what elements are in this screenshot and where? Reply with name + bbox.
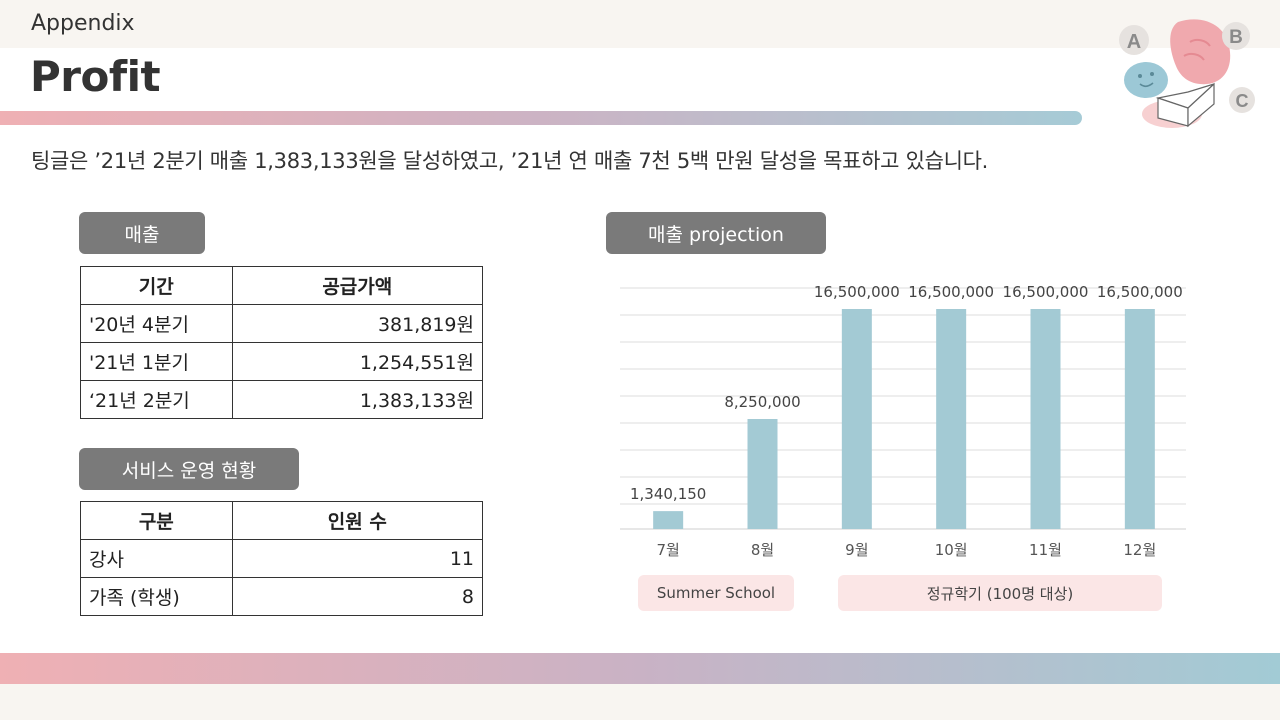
bar-2 <box>747 419 778 529</box>
summary-text: 팅글은 ’21년 2분기 매출 1,383,133원을 달성하였고, ’21년 … <box>31 149 989 173</box>
table-header-row: 구분 인원 수 <box>80 501 484 540</box>
bar-4 <box>936 309 967 529</box>
logo-letter-b: B <box>1229 27 1243 48</box>
page-title: Profit <box>30 52 161 101</box>
value-label-6: 16,500,000 <box>1097 283 1183 301</box>
footer-band <box>0 684 1280 720</box>
value-label-2: 8,250,000 <box>724 393 800 411</box>
bar-3 <box>841 309 872 529</box>
x-tick-label-3: 9월 <box>845 541 868 559</box>
amount-cell: 381,819원 <box>231 304 484 343</box>
bar-1 <box>653 511 684 529</box>
bar-5 <box>1030 309 1061 529</box>
bar-6 <box>1124 309 1155 529</box>
x-tick-label-2: 8월 <box>751 541 774 559</box>
type-cell: 가족 (학생) <box>80 577 233 616</box>
table-row: '21년 1분기 1,254,551원 <box>80 342 484 381</box>
column-header: 인원 수 <box>231 501 484 540</box>
summer-school-segment: Summer School <box>638 575 794 611</box>
sales-label: 매출 <box>79 212 205 254</box>
value-label-4: 16,500,000 <box>908 283 994 301</box>
value-label-5: 16,500,000 <box>1003 283 1089 301</box>
x-tick-label-4: 10월 <box>935 541 968 559</box>
chart-value-labels: 1,340,150 8,250,000 16,500,000 16,500,000 16… <box>630 283 1183 503</box>
regular-term-segment: 정규학기 (100명 대상) <box>838 575 1162 611</box>
table-row: '20년 4분기 381,819원 <box>80 304 484 343</box>
table-header-row: 기간 공급가액 <box>80 266 484 305</box>
header-band <box>0 0 1280 48</box>
period-cell: '21년 1분기 <box>80 342 233 381</box>
title-underline <box>0 111 1082 125</box>
column-header: 기간 <box>80 266 233 305</box>
service-label: 서비스 운영 현황 <box>79 448 299 490</box>
period-cell: '20년 4분기 <box>80 304 233 343</box>
projection-chart: 1,340,150 8,250,000 16,500,000 16,500,000 16… <box>620 283 1186 559</box>
value-label-3: 16,500,000 <box>814 283 900 301</box>
logo-letter-c: C <box>1236 91 1249 111</box>
x-tick-label-5: 11월 <box>1029 541 1062 559</box>
amount-cell: 1,383,133원 <box>231 380 484 419</box>
column-header: 공급가액 <box>231 266 484 305</box>
section-label: Appendix <box>31 11 135 36</box>
value-label-1: 1,340,150 <box>630 485 706 503</box>
projection-label: 매출 projection <box>606 212 826 254</box>
count-cell: 8 <box>231 577 484 616</box>
tingle-logo-illustration: A B C <box>1110 12 1260 134</box>
chart-gridlines <box>620 287 1186 530</box>
count-cell: 11 <box>231 539 484 578</box>
column-header: 구분 <box>80 501 233 540</box>
table-row: 가족 (학생) 8 <box>80 577 484 616</box>
sales-table: 기간 공급가액 '20년 4분기 381,819원 '21년 1분기 1,254… <box>80 266 484 419</box>
type-cell: 강사 <box>80 539 233 578</box>
amount-cell: 1,254,551원 <box>231 342 484 381</box>
logo-letter-a: A <box>1127 31 1141 53</box>
chart-x-labels: 7월 8월 9월 10월 11월 12월 <box>656 541 1156 559</box>
chart-bars <box>653 309 1155 529</box>
x-tick-label-6: 12월 <box>1123 541 1156 559</box>
table-row: ‘21년 2분기 1,383,133원 <box>80 380 484 419</box>
table-row: 강사 11 <box>80 539 484 578</box>
x-tick-label-1: 7월 <box>656 541 679 559</box>
period-cell: ‘21년 2분기 <box>80 380 233 419</box>
service-table: 구분 인원 수 강사 11 가족 (학생) 8 <box>80 501 484 616</box>
footer-bar <box>0 653 1280 684</box>
